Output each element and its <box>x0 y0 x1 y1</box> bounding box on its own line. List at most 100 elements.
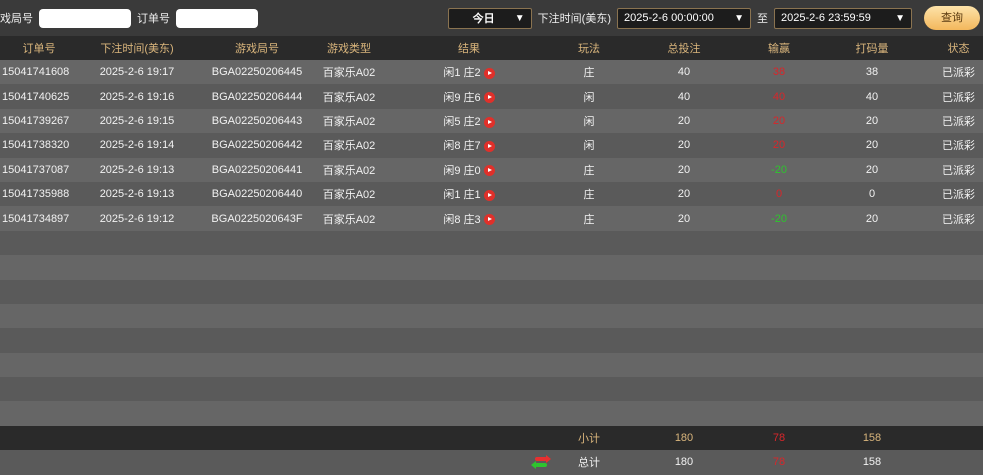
total-bet: 20 <box>677 139 691 152</box>
total-bet: 20 <box>677 188 691 201</box>
game-round: BGA02250206445 <box>211 66 303 79</box>
game-type: 百家乐A02 <box>322 164 376 177</box>
result: 闲8 庄3 <box>443 213 481 226</box>
total-bet: 20 <box>677 114 691 127</box>
valid-bet: 40 <box>865 90 879 103</box>
play-replay-icon[interactable] <box>483 165 495 177</box>
period-value: 今日 <box>472 13 495 25</box>
game-type: 百家乐A02 <box>322 91 376 104</box>
status: 已派彩 <box>942 213 975 226</box>
bet-time: 2025-2-6 19:16 <box>99 90 175 103</box>
column-header: 结果 <box>380 36 558 60</box>
result: 闲9 庄6 <box>443 91 481 104</box>
column-header: 总投注 <box>620 36 748 60</box>
empty-row <box>0 328 983 353</box>
table-row: 15041739267 2025-2-6 19:15 BGA02250206443 百… <box>0 108 983 134</box>
end-time-value: 2025-2-6 23:59:59 <box>781 12 871 24</box>
empty-row <box>0 255 983 280</box>
column-header: 订单号 <box>0 36 78 60</box>
table-row: 15041738320 2025-2-6 19:14 BGA02250206442 百… <box>0 133 983 158</box>
game-type: 百家乐A02 <box>322 213 376 226</box>
play-replay-icon[interactable] <box>483 140 495 152</box>
table-row: 15041741608 2025-2-6 19:17 BGA02250206445 百… <box>0 60 983 85</box>
result: 闲1 庄1 <box>443 189 481 202</box>
bet-time: 2025-2-6 19:14 <box>99 139 175 152</box>
column-header: 状态 <box>934 36 983 60</box>
play-replay-icon[interactable] <box>483 67 495 79</box>
order-id: 15041738320 <box>2 139 70 152</box>
bet-type: 庄 <box>583 67 595 80</box>
bet-type: 闲 <box>583 91 595 104</box>
result: 闲8 庄7 <box>443 140 481 153</box>
query-button[interactable]: 查询 <box>924 6 980 30</box>
chevron-down-icon: ▼ <box>895 12 905 24</box>
bet-type: 闲 <box>583 140 595 153</box>
game-round: BGA0225020643F <box>211 212 303 225</box>
time-label: 下注时间(美东) <box>537 13 611 25</box>
end-time-select[interactable]: 2025-2-6 23:59:59 ▼ <box>774 7 912 29</box>
game-round: BGA02250206441 <box>211 163 303 176</box>
total-row: 总计 180 78 158 <box>0 450 983 475</box>
table-row: 15041734897 2025-2-6 19:12 BGA0225020643F 百… <box>0 206 983 231</box>
status: 已派彩 <box>942 91 975 104</box>
game-type: 百家乐A02 <box>322 67 376 80</box>
game-round: BGA02250206443 <box>211 114 303 127</box>
bet-type: 庄 <box>583 164 595 177</box>
bet-type: 庄 <box>583 189 595 202</box>
column-header: 打码量 <box>810 36 934 60</box>
empty-row <box>0 279 983 304</box>
play-replay-icon[interactable] <box>483 189 495 201</box>
play-replay-icon[interactable] <box>483 214 495 226</box>
column-header: 游戏局号 <box>196 36 318 60</box>
bet-time: 2025-2-6 19:15 <box>99 114 175 127</box>
order-id: 15041740625 <box>2 90 70 103</box>
total-bet: 40 <box>677 66 691 79</box>
game-round: BGA02250206442 <box>211 139 303 152</box>
result: 闲1 庄2 <box>443 67 481 80</box>
start-time-select[interactable]: 2025-2-6 00:00:00 ▼ <box>617 7 751 29</box>
win-loss: -20 <box>771 212 787 225</box>
order-label: 订单号 <box>137 13 170 25</box>
total-label: 总计 <box>578 457 600 470</box>
order-id: 15041739267 <box>2 114 70 127</box>
win-loss: 20 <box>772 139 786 152</box>
play-replay-icon[interactable] <box>483 92 495 104</box>
game-round: BGA02250206444 <box>211 90 303 103</box>
total-bet: 20 <box>677 163 691 176</box>
refresh-icon[interactable] <box>531 455 551 470</box>
chevron-down-icon: ▼ <box>514 12 525 24</box>
empty-row <box>0 352 983 378</box>
empty-row <box>0 377 983 402</box>
result: 闲9 庄0 <box>443 164 481 177</box>
game-type: 百家乐A02 <box>322 115 376 128</box>
to-label: 至 <box>757 13 768 25</box>
win-loss: 38 <box>772 66 786 79</box>
start-time-value: 2025-2-6 00:00:00 <box>624 12 714 24</box>
valid-bet: 20 <box>865 163 879 176</box>
order-input[interactable] <box>176 8 258 28</box>
win-loss: -20 <box>771 163 787 176</box>
table-header: 订单号 下注时间(美东) 游戏局号 游戏类型 结果 玩法 总投注 输赢 打码量 状态 <box>0 36 983 60</box>
win-loss: 40 <box>772 90 786 103</box>
period-select[interactable]: 今日 ▼ <box>447 7 532 29</box>
game-round-input[interactable] <box>39 8 131 28</box>
subtotal-win: 78 <box>772 432 786 445</box>
valid-bet: 20 <box>865 114 879 127</box>
status: 已派彩 <box>942 115 975 128</box>
total-win: 78 <box>772 456 786 469</box>
play-replay-icon[interactable] <box>483 116 495 128</box>
bet-type: 闲 <box>583 115 595 128</box>
game-round: BGA02250206440 <box>211 188 303 201</box>
column-header: 下注时间(美东) <box>78 36 196 60</box>
win-loss: 0 <box>775 188 783 201</box>
bet-time: 2025-2-6 19:12 <box>99 212 175 225</box>
result: 闲5 庄2 <box>443 115 481 128</box>
bet-type: 庄 <box>583 213 595 226</box>
filter-bar: 戏局号 订单号 今日 ▼ 下注时间(美东) 2025-2-6 00:00:00 ▼ … <box>0 0 983 36</box>
subtotal-bet: 180 <box>674 432 694 445</box>
valid-bet: 38 <box>865 66 879 79</box>
column-header: 游戏类型 <box>318 36 380 60</box>
valid-bet: 0 <box>868 188 876 201</box>
status: 已派彩 <box>942 67 975 80</box>
bet-time: 2025-2-6 19:13 <box>99 188 175 201</box>
